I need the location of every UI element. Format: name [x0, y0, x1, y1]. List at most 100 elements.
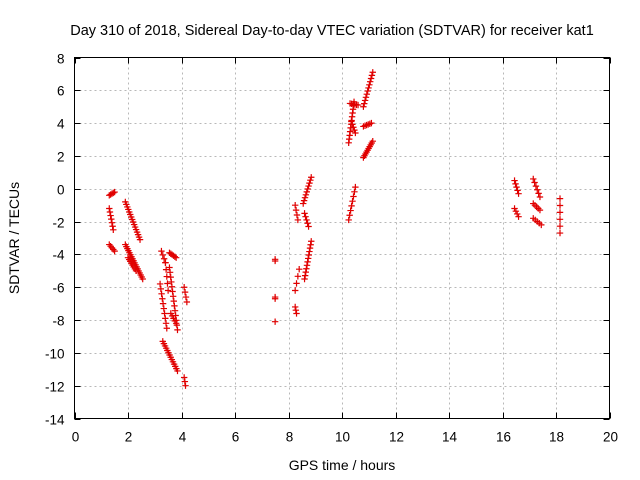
data-point: [171, 253, 179, 260]
data-point: [156, 280, 164, 288]
data-point: [346, 212, 353, 219]
data-point: [349, 121, 356, 128]
y-tick-label: -14: [45, 413, 65, 428]
x-tick-label: 20: [603, 430, 618, 445]
data-point: [535, 190, 542, 197]
data-point: [160, 255, 168, 262]
y-tick-label: -4: [52, 248, 64, 263]
data-point: [302, 268, 309, 276]
data-point: [110, 226, 117, 233]
data-point: [294, 273, 302, 280]
data-point: [111, 247, 118, 255]
data-point: [304, 185, 311, 193]
data-point: [168, 283, 176, 290]
data-point: [530, 175, 537, 183]
data-point: [362, 94, 370, 101]
x-tick-label: 0: [72, 430, 80, 445]
data-point: [139, 275, 146, 283]
y-tick-label: -6: [52, 281, 64, 296]
data-point: [180, 374, 188, 381]
data-point: [307, 177, 314, 184]
data-points: [106, 69, 564, 389]
data-point: [163, 325, 170, 332]
data-point: [172, 254, 180, 261]
data-point: [293, 310, 300, 317]
data-point: [292, 307, 300, 314]
data-point: [303, 216, 310, 224]
data-point: [182, 382, 189, 389]
x-tick-label: 16: [496, 430, 511, 445]
data-point: [536, 206, 544, 214]
data-point: [292, 206, 300, 214]
data-point: [168, 278, 175, 286]
data-point: [367, 78, 374, 85]
data-point: [271, 295, 279, 302]
data-point: [308, 238, 315, 245]
x-tick-label: 6: [232, 430, 240, 445]
data-point: [515, 213, 522, 220]
data-point: [305, 182, 312, 190]
data-point: [181, 288, 189, 296]
data-point: [349, 197, 356, 205]
y-axis-label: SDTVAR / TECUs: [6, 182, 22, 294]
data-point: [305, 223, 312, 230]
data-point: [164, 287, 172, 294]
data-point: [169, 293, 177, 300]
data-point: [294, 216, 302, 224]
data-point: [304, 220, 311, 227]
data-point: [531, 179, 538, 186]
data-point: [303, 262, 311, 269]
y-tick-label: -12: [45, 380, 65, 395]
data-point: [108, 219, 116, 226]
data-point: [352, 129, 359, 137]
y-tick-label: 6: [57, 84, 65, 99]
data-point: [514, 210, 521, 218]
y-tick-label: -10: [45, 347, 65, 362]
data-point: [351, 126, 358, 134]
data-point: [308, 174, 315, 181]
x-tick-label: 8: [286, 430, 294, 445]
data-point: [303, 265, 310, 272]
data-point: [172, 320, 180, 327]
data-point: [513, 183, 520, 191]
data-point: [182, 293, 190, 301]
data-point: [369, 69, 376, 76]
data-point: [306, 179, 313, 187]
data-point: [350, 124, 357, 131]
data-point: [183, 298, 191, 306]
x-tick-label: 18: [549, 430, 564, 445]
data-point: [304, 255, 312, 262]
data-point: [136, 236, 144, 243]
data-point: [166, 269, 174, 276]
data-point: [556, 202, 564, 209]
data-point: [302, 213, 309, 220]
data-point: [350, 193, 357, 200]
data-point: [515, 190, 522, 197]
data-point: [351, 188, 358, 196]
data-point: [514, 187, 521, 194]
y-tick-label: -8: [52, 314, 64, 329]
data-point: [170, 297, 177, 305]
data-point: [348, 202, 355, 210]
axis-ticks: 0 2 4 6 8 10 12 14 16 18 20 -14 -12 -10 -8 -6 -4 -2 0 2 4 6 8: [45, 52, 618, 445]
data-point: [162, 266, 170, 273]
data-point: [538, 221, 545, 229]
data-point: [164, 280, 171, 287]
data-point: [352, 183, 359, 191]
data-point: [556, 209, 564, 216]
data-point: [180, 284, 188, 291]
data-point: [111, 188, 118, 196]
data-point: [367, 75, 375, 82]
x-tick-label: 14: [442, 430, 458, 445]
y-tick-label: 2: [57, 150, 65, 165]
data-point: [108, 215, 115, 223]
y-tick-label: 0: [57, 183, 65, 198]
data-point: [159, 300, 167, 307]
data-point: [364, 87, 371, 95]
data-point: [303, 188, 310, 196]
data-point: [345, 216, 352, 224]
data-point: [365, 84, 372, 92]
chart-title: Day 310 of 2018, Sidereal Day-to-day VTE…: [70, 23, 594, 39]
data-point: [109, 223, 116, 230]
